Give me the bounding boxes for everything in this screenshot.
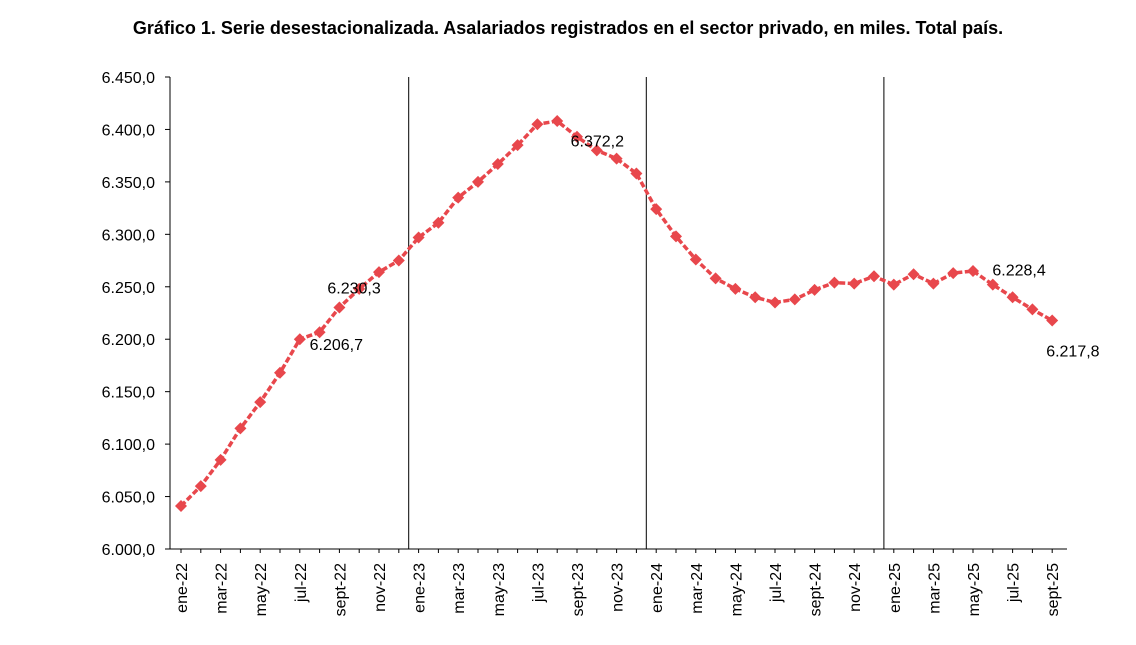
data-point [689, 253, 702, 266]
data-point [709, 272, 722, 285]
x-tick-label: nov-23 [610, 563, 627, 612]
labels-group: 6.000,0 6.050,0 6.100,0 6.150,0 6.200,0 6.250… [102, 70, 1100, 616]
x-tick-label: may-23 [491, 563, 508, 616]
data-point [353, 282, 366, 295]
x-tick-label: sept-25 [1045, 563, 1062, 616]
data-point [214, 453, 227, 466]
x-tick-label: ene-24 [649, 563, 666, 613]
data-point [610, 152, 623, 165]
x-tick-label: jul-23 [530, 563, 547, 603]
y-tick-label: 6.350,0 [102, 175, 155, 192]
data-point [630, 167, 643, 180]
data-point [828, 276, 841, 289]
data-point [333, 301, 346, 314]
series-group [175, 115, 1059, 512]
data-label: 6.228,4 [992, 262, 1045, 279]
data-point [313, 326, 326, 339]
data-point [432, 216, 445, 229]
y-tick-label: 6.000,0 [102, 542, 155, 559]
x-tick-label: nov-22 [372, 563, 389, 612]
data-point [373, 266, 385, 279]
data-point [670, 230, 682, 243]
x-tick-label: jul-22 [293, 563, 310, 603]
data-label: 6.206,7 [310, 337, 363, 354]
x-tick-label: mar-23 [451, 563, 468, 614]
x-tick-label: mar-24 [689, 563, 706, 614]
data-point [1006, 291, 1019, 304]
data-point [887, 278, 900, 291]
data-point [1046, 314, 1059, 327]
chart-title: Gráfico 1. Serie desestacionalizada. Asa… [132, 18, 1004, 38]
data-point [531, 118, 544, 131]
data-point [491, 158, 504, 171]
data-point [590, 144, 603, 157]
x-tick-label: sept-22 [332, 563, 349, 616]
data-label: 6.230,3 [327, 280, 380, 297]
x-tick-label: mar-22 [214, 563, 231, 614]
data-point [788, 293, 801, 306]
x-tick-label: sept-23 [570, 563, 587, 616]
x-tick-label: ene-25 [887, 563, 904, 613]
data-point [967, 265, 979, 278]
x-tick-label: may-22 [253, 563, 270, 616]
data-point [769, 296, 781, 309]
data-point [571, 130, 583, 143]
data-label: 6.217,8 [1046, 344, 1099, 361]
x-tick-label: jul-25 [1006, 563, 1023, 603]
y-tick-label: 6.100,0 [102, 437, 155, 454]
data-point [175, 499, 187, 512]
data-point [254, 396, 267, 409]
x-tick-label: may-25 [966, 563, 983, 616]
y-tick-label: 6.250,0 [102, 280, 155, 297]
data-point [452, 191, 465, 204]
y-tick-label: 6.450,0 [102, 70, 155, 87]
data-point [749, 291, 762, 304]
x-tick-label: nov-24 [847, 563, 864, 612]
data-point [808, 283, 821, 296]
data-point [194, 480, 207, 493]
y-tick-label: 6.150,0 [102, 385, 155, 402]
series-line [179, 119, 1054, 508]
x-tick-label: may-24 [728, 563, 745, 616]
data-point [986, 278, 999, 291]
data-point [1026, 303, 1039, 316]
data-label: 6.372,2 [571, 134, 624, 151]
x-tick-label: ene-23 [412, 563, 429, 613]
data-point [650, 203, 663, 216]
data-point [848, 277, 861, 290]
y-tick-label: 6.200,0 [102, 332, 155, 349]
data-point [729, 282, 742, 295]
data-point [472, 175, 484, 188]
data-point [551, 115, 564, 128]
data-point [412, 231, 425, 244]
data-point [511, 139, 524, 152]
x-tick-label: sept-24 [808, 563, 825, 616]
y-tick-label: 6.400,0 [102, 122, 155, 139]
x-tick-label: ene-22 [174, 563, 191, 613]
axes-group [165, 76, 1067, 553]
data-point [947, 267, 960, 280]
data-point [392, 254, 405, 267]
y-tick-label: 6.050,0 [102, 490, 155, 507]
x-tick-label: mar-25 [926, 563, 943, 614]
data-point [274, 366, 286, 379]
data-point [234, 422, 247, 435]
data-point [927, 277, 940, 290]
y-tick-label: 6.300,0 [102, 227, 155, 244]
data-point [907, 268, 920, 281]
x-tick-label: jul-24 [768, 563, 785, 603]
data-point [868, 270, 880, 283]
data-point [293, 333, 306, 346]
